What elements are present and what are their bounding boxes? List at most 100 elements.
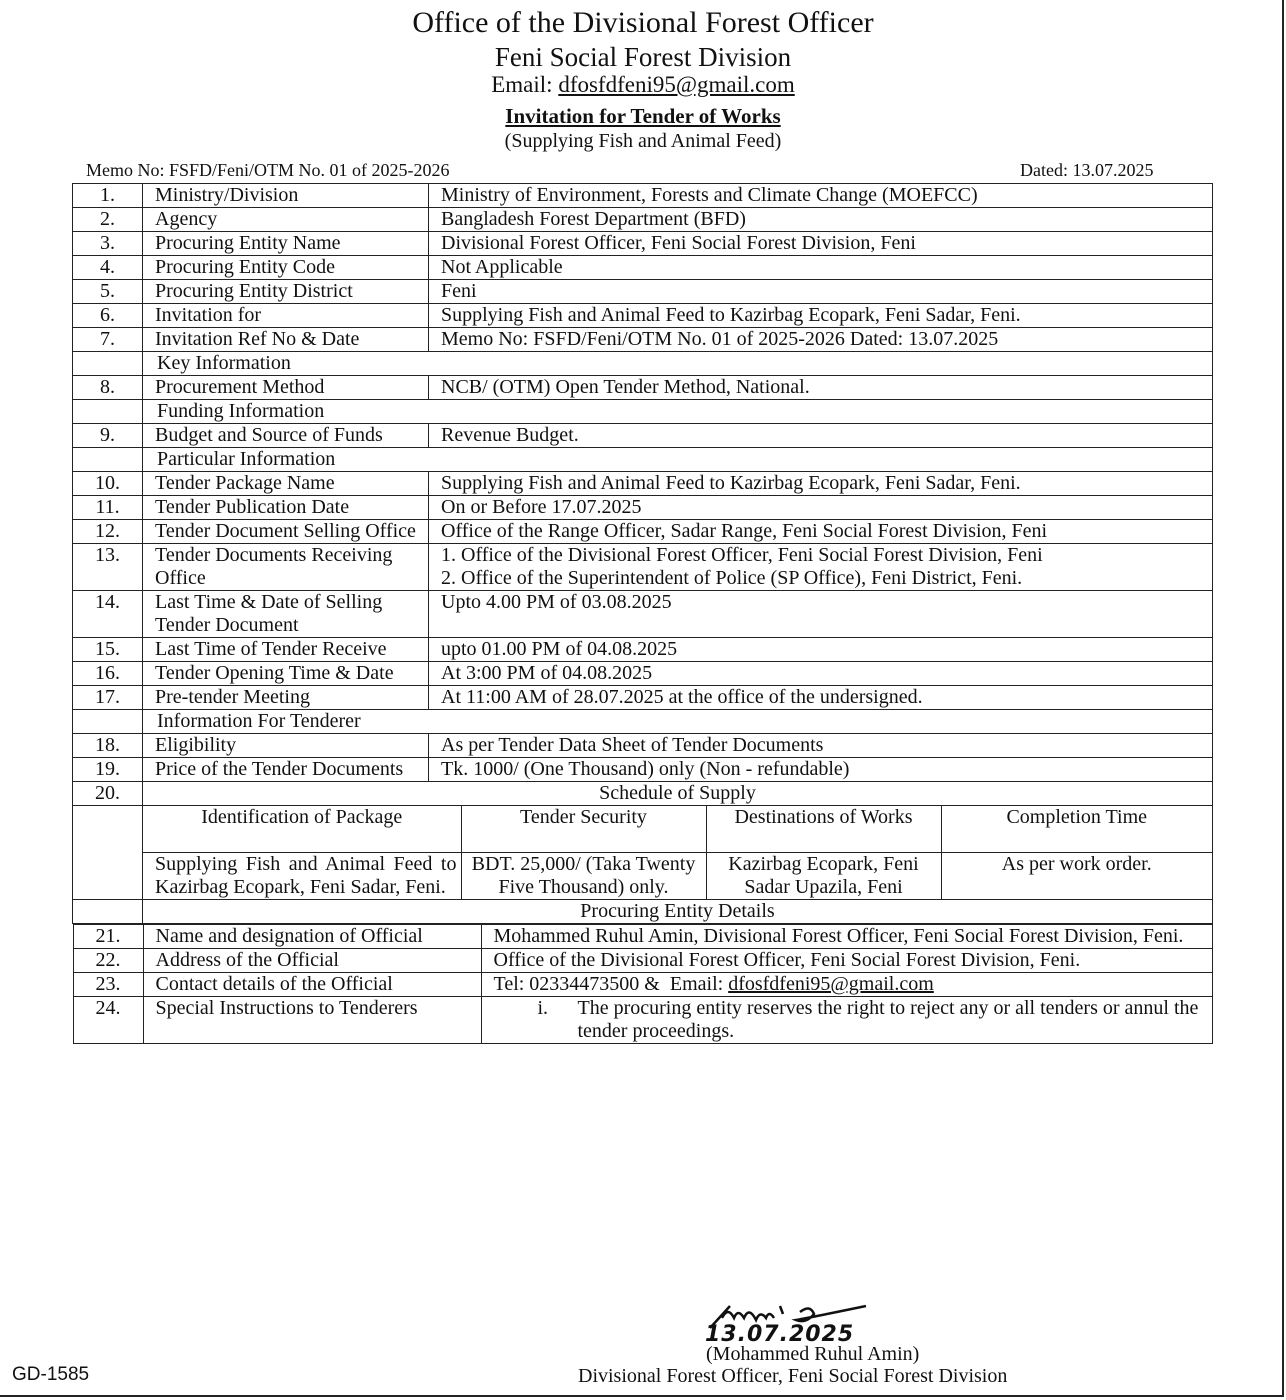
table-row: 4. Procuring Entity Code Not Applicable (72, 255, 1213, 280)
row-number: 18. (72, 733, 143, 758)
schedule-header: Identification of Package (143, 806, 462, 853)
row-label: Last Time of Tender Receive (142, 637, 429, 662)
blank-cell (72, 399, 143, 424)
section-heading: Key Information (142, 351, 1213, 376)
table-row: 19. Price of the Tender Documents Tk. 1000… (72, 757, 1213, 782)
section-row: Funding Information (72, 399, 1213, 424)
table-row: 18. Eligibility As per Tender Data Sheet o… (72, 733, 1213, 758)
division-title: Feni Social Forest Division (494, 42, 792, 72)
schedule-data-row: Supplying Fish and Animal Feed to Kazirb… (143, 852, 1212, 899)
document-title: Invitation for Tender of Works (505, 104, 781, 128)
table-row: 22. Address of the Official Office of the … (72, 948, 1213, 973)
row-label: Ministry/Division (142, 183, 429, 208)
row-value: Mohammed Ruhul Amin, Divisional Forest O… (480, 924, 1213, 949)
document-subtitle: (Supplying Fish and Animal Feed) (504, 130, 782, 152)
schedule-header-row: Identification of Package Tender Security… (143, 806, 1212, 853)
row-number: 6. (72, 303, 143, 328)
blank-cell (72, 709, 143, 734)
row-label: Pre-tender Meeting (142, 685, 429, 710)
row-number: 19. (72, 757, 143, 782)
section-row: Key Information (72, 351, 1213, 376)
row-label: Budget and Source of Funds (142, 423, 429, 448)
memo-date: Dated: 13.07.2025 (1020, 160, 1154, 180)
row-number: 24. (72, 996, 144, 1044)
row-label: Special Instructions to Tenderers (142, 996, 482, 1044)
row-value: Ministry of Environment, Forests and Cli… (428, 183, 1213, 208)
table-row: 14. Last Time & Date of Selling Tender Do… (72, 590, 1213, 638)
section-row: Information For Tenderer (72, 709, 1213, 734)
row-number: 16. (72, 661, 143, 686)
blank-cell (72, 447, 143, 472)
schedule-value: As per work order. (940, 852, 1212, 899)
row-label: Invitation for (142, 303, 429, 328)
row-value: i. The procuring entity reserves the righ… (480, 996, 1213, 1044)
row-label: Tender Publication Date (142, 495, 429, 520)
table-row: 16. Tender Opening Time & Date At 3:00 PM … (72, 661, 1213, 686)
table-row: 15. Last Time of Tender Receive upto 01.00… (72, 637, 1213, 662)
schedule-row: Identification of Package Tender Security… (72, 805, 1213, 900)
signature-image (700, 1300, 890, 1335)
row-label: Procuring Entity District (142, 279, 429, 304)
blank-cell (72, 351, 143, 376)
table-row: 8. Procurement Method NCB/ (OTM) Open Tend… (72, 375, 1213, 400)
memo-number: Memo No: FSFD/Feni/OTM No. 01 of 2025-20… (86, 160, 450, 180)
row-number: 1. (72, 183, 143, 208)
signature-scribble-icon (709, 1304, 867, 1329)
row-label: Tender Document Selling Office (142, 519, 429, 544)
schedule-value: BDT. 25,000/ (Taka Twenty Five Thousand)… (460, 852, 707, 899)
row-value: Upto 4.00 PM of 03.08.2025 (428, 590, 1213, 638)
row-label: Last Time & Date of Selling Tender Docum… (142, 590, 429, 638)
table-row: 6. Invitation for Supplying Fish and Anima… (72, 303, 1213, 328)
procuring-title-row: Procuring Entity Details (72, 899, 1213, 924)
blank-cell (72, 805, 143, 900)
row-value: Supplying Fish and Animal Feed to Kazirb… (428, 303, 1213, 328)
row-value: 1. Office of the Divisional Forest Offic… (428, 543, 1213, 591)
row-number: 3. (72, 231, 143, 256)
instruction-number: i. (537, 997, 549, 1019)
email-line: Email: dfosfdfeni95@gmail.com (0, 72, 1286, 98)
row-label: Procurement Method (142, 375, 429, 400)
row-number: 12. (72, 519, 143, 544)
contact-email-link[interactable]: dfosfdfeni95@gmail.com (728, 973, 934, 995)
row-value: Tk. 1000/ (One Thousand) only (Non - ref… (428, 757, 1213, 782)
schedule-title: Schedule of Supply (142, 781, 1213, 806)
office-title: Office of the Divisional Forest Officer (412, 6, 874, 39)
row-value: Supplying Fish and Animal Feed to Kazirb… (428, 471, 1213, 496)
instruction-text: The procuring entity reserves the right … (577, 997, 1199, 1042)
email-link[interactable]: dfosfdfeni95@gmail.com (558, 72, 795, 97)
procuring-rows: 21. Name and designation of Official Moham… (72, 924, 1213, 1044)
table-row: 11. Tender Publication Date On or Before 1… (72, 495, 1213, 520)
row-number: 8. (72, 375, 143, 400)
row-number: 14. (72, 590, 143, 638)
row-value: Not Applicable (428, 255, 1213, 280)
schedule-header: Destinations of Works (705, 806, 942, 853)
table-row: 24. Special Instructions to Tenderers i. Th… (72, 996, 1213, 1044)
row-value: Memo No: FSFD/Feni/OTM No. 01 of 2025-20… (428, 327, 1213, 352)
signatory-name: (Mohammed Ruhul Amin) (706, 1343, 920, 1365)
table-row: 3. Procuring Entity Name Divisional Forest… (72, 231, 1213, 256)
row-number: 10. (72, 471, 143, 496)
row-label: Address of the Official (142, 948, 482, 973)
procuring-title: Procuring Entity Details (142, 899, 1213, 924)
row-number: 20. (72, 781, 143, 806)
row-number: 15. (72, 637, 143, 662)
row-value: Office of the Divisional Forest Officer,… (480, 948, 1213, 973)
row-label: Procuring Entity Name (142, 231, 429, 256)
table-row: 10. Tender Package Name Supplying Fish and… (72, 471, 1213, 496)
section-heading: Particular Information (142, 447, 1213, 472)
row-number: 23. (72, 972, 144, 997)
section-row: Particular Information (72, 447, 1213, 472)
table-row: 17. Pre-tender Meeting At 11:00 AM of 28.0… (72, 685, 1213, 710)
schedule-title-row: 20. Schedule of Supply (72, 781, 1213, 806)
row-label: Procuring Entity Code (142, 255, 429, 280)
row-value: At 11:00 AM of 28.07.2025 at the office … (428, 685, 1213, 710)
table-row: 5. Procuring Entity District Feni (72, 279, 1213, 304)
row-number: 5. (72, 279, 143, 304)
row-number: 4. (72, 255, 143, 280)
schedule-value: Kazirbag Ecopark, Feni Sadar Upazila, Fe… (705, 852, 942, 899)
row-value: Revenue Budget. (428, 423, 1213, 448)
row-value: NCB/ (OTM) Open Tender Method, National. (428, 375, 1213, 400)
row-label: Name and designation of Official (142, 924, 482, 949)
row-number: 17. (72, 685, 143, 710)
